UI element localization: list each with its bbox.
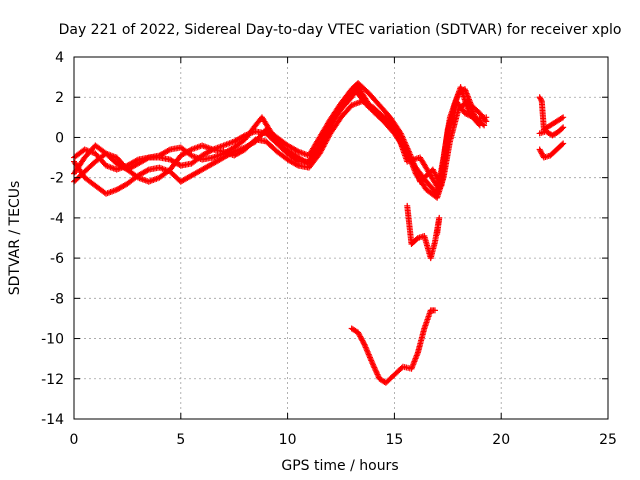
y-tick-label: -14 [41,412,64,428]
y-tick-label: 0 [55,130,64,146]
data-point [483,114,490,121]
data-point [560,124,567,131]
data-point [144,167,151,174]
data-point [560,114,567,121]
series-late-b [536,124,567,139]
data-point [293,161,300,168]
plot-frame [73,56,609,420]
y-tick-label: -8 [50,291,64,307]
data-point [360,340,367,347]
axes [73,56,609,420]
x-tick-label: 20 [492,432,510,448]
y-tick-label: 2 [55,90,64,106]
x-tick-label: 0 [70,432,79,448]
y-tick-label: -10 [41,332,64,348]
series-dip-mid [404,202,443,262]
chart-title: Day 221 of 2022, Sidereal Day-to-day VTE… [59,22,622,38]
y-tick-label: -6 [50,251,64,267]
series-late-c [536,140,567,161]
data-points [71,80,567,386]
data-point [475,121,482,128]
data-point [559,125,566,132]
data-point [476,122,483,129]
y-tick-labels: -14 -12 -10 -8 -6 -4 -2 0 2 4 [41,50,64,428]
y-tick-label: 4 [55,50,64,66]
y-tick-label: -12 [41,372,64,388]
data-point [165,147,172,154]
y-tick-label: -4 [50,211,64,227]
data-point [538,96,545,103]
data-point [144,155,151,162]
data-point [431,307,438,314]
x-tick-label: 15 [385,432,403,448]
series-track-d [71,88,490,193]
series-late-a [536,94,567,133]
x-tick-label: 10 [279,432,297,448]
grid [74,57,608,419]
data-point [434,230,441,237]
data-point [559,141,566,148]
x-tick-label: 5 [176,432,185,448]
data-point [558,115,565,122]
x-tick-labels: 0 5 10 15 20 25 [70,432,617,448]
x-axis-label: GPS time / hours [281,458,398,474]
y-tick-label: -2 [50,171,64,187]
data-point [560,140,567,147]
data-point [293,147,300,154]
series-dip-low [348,307,438,386]
x-tick-label: 25 [599,432,617,448]
y-axis-label: SDTVAR / TECUs [7,181,23,296]
